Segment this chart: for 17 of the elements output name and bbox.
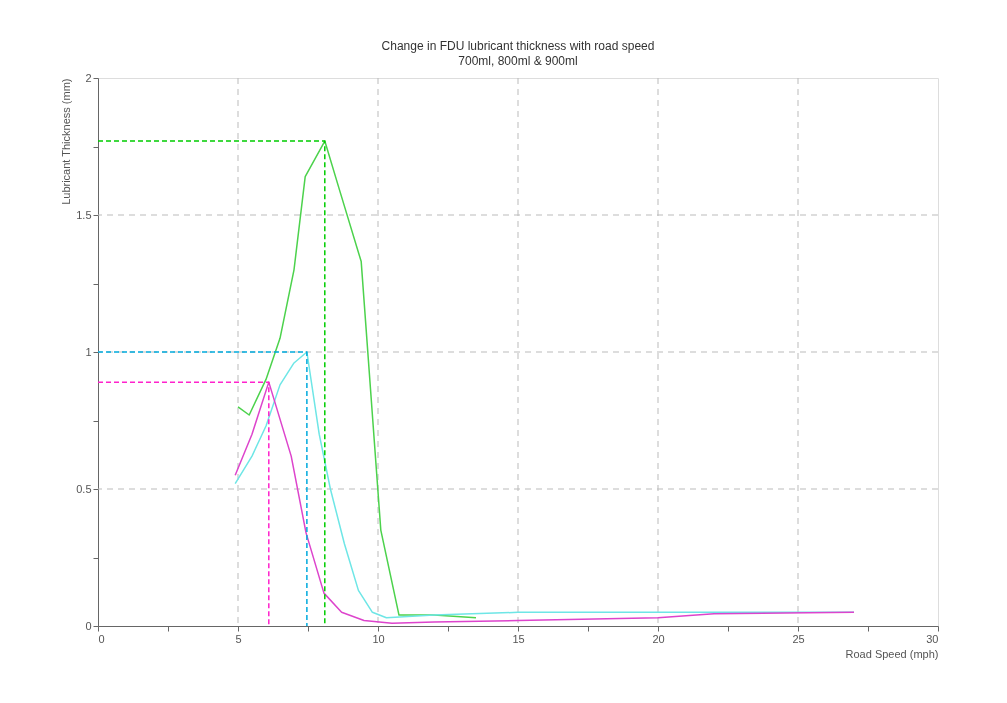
- y-tick-label: 2: [85, 71, 92, 84]
- line-series: [237, 140, 477, 619]
- chart-title: Change in FDU lubricant thickness with road speed: [381, 39, 655, 53]
- x-tick-label: 15: [512, 632, 525, 645]
- x-tick-label: 0: [98, 632, 105, 645]
- x-tick-label: 25: [792, 632, 805, 645]
- y-tick-label: 0.5: [76, 482, 92, 495]
- x-tick-label: 5: [235, 632, 242, 645]
- x-axis-title: Road Speed (mph): [845, 647, 939, 660]
- x-tick-label: 20: [652, 632, 665, 645]
- chart-subtitle: 700ml, 800ml & 900ml: [458, 54, 578, 68]
- y-tick-label: 1.5: [76, 208, 92, 221]
- y-axis-title: Lubricant Thickness (mm): [60, 78, 73, 205]
- y-tick-label: 1: [85, 345, 92, 358]
- x-tick-label: 30: [926, 632, 939, 645]
- y-tick-label: 0: [85, 619, 92, 632]
- x-tick-label: 10: [372, 632, 385, 645]
